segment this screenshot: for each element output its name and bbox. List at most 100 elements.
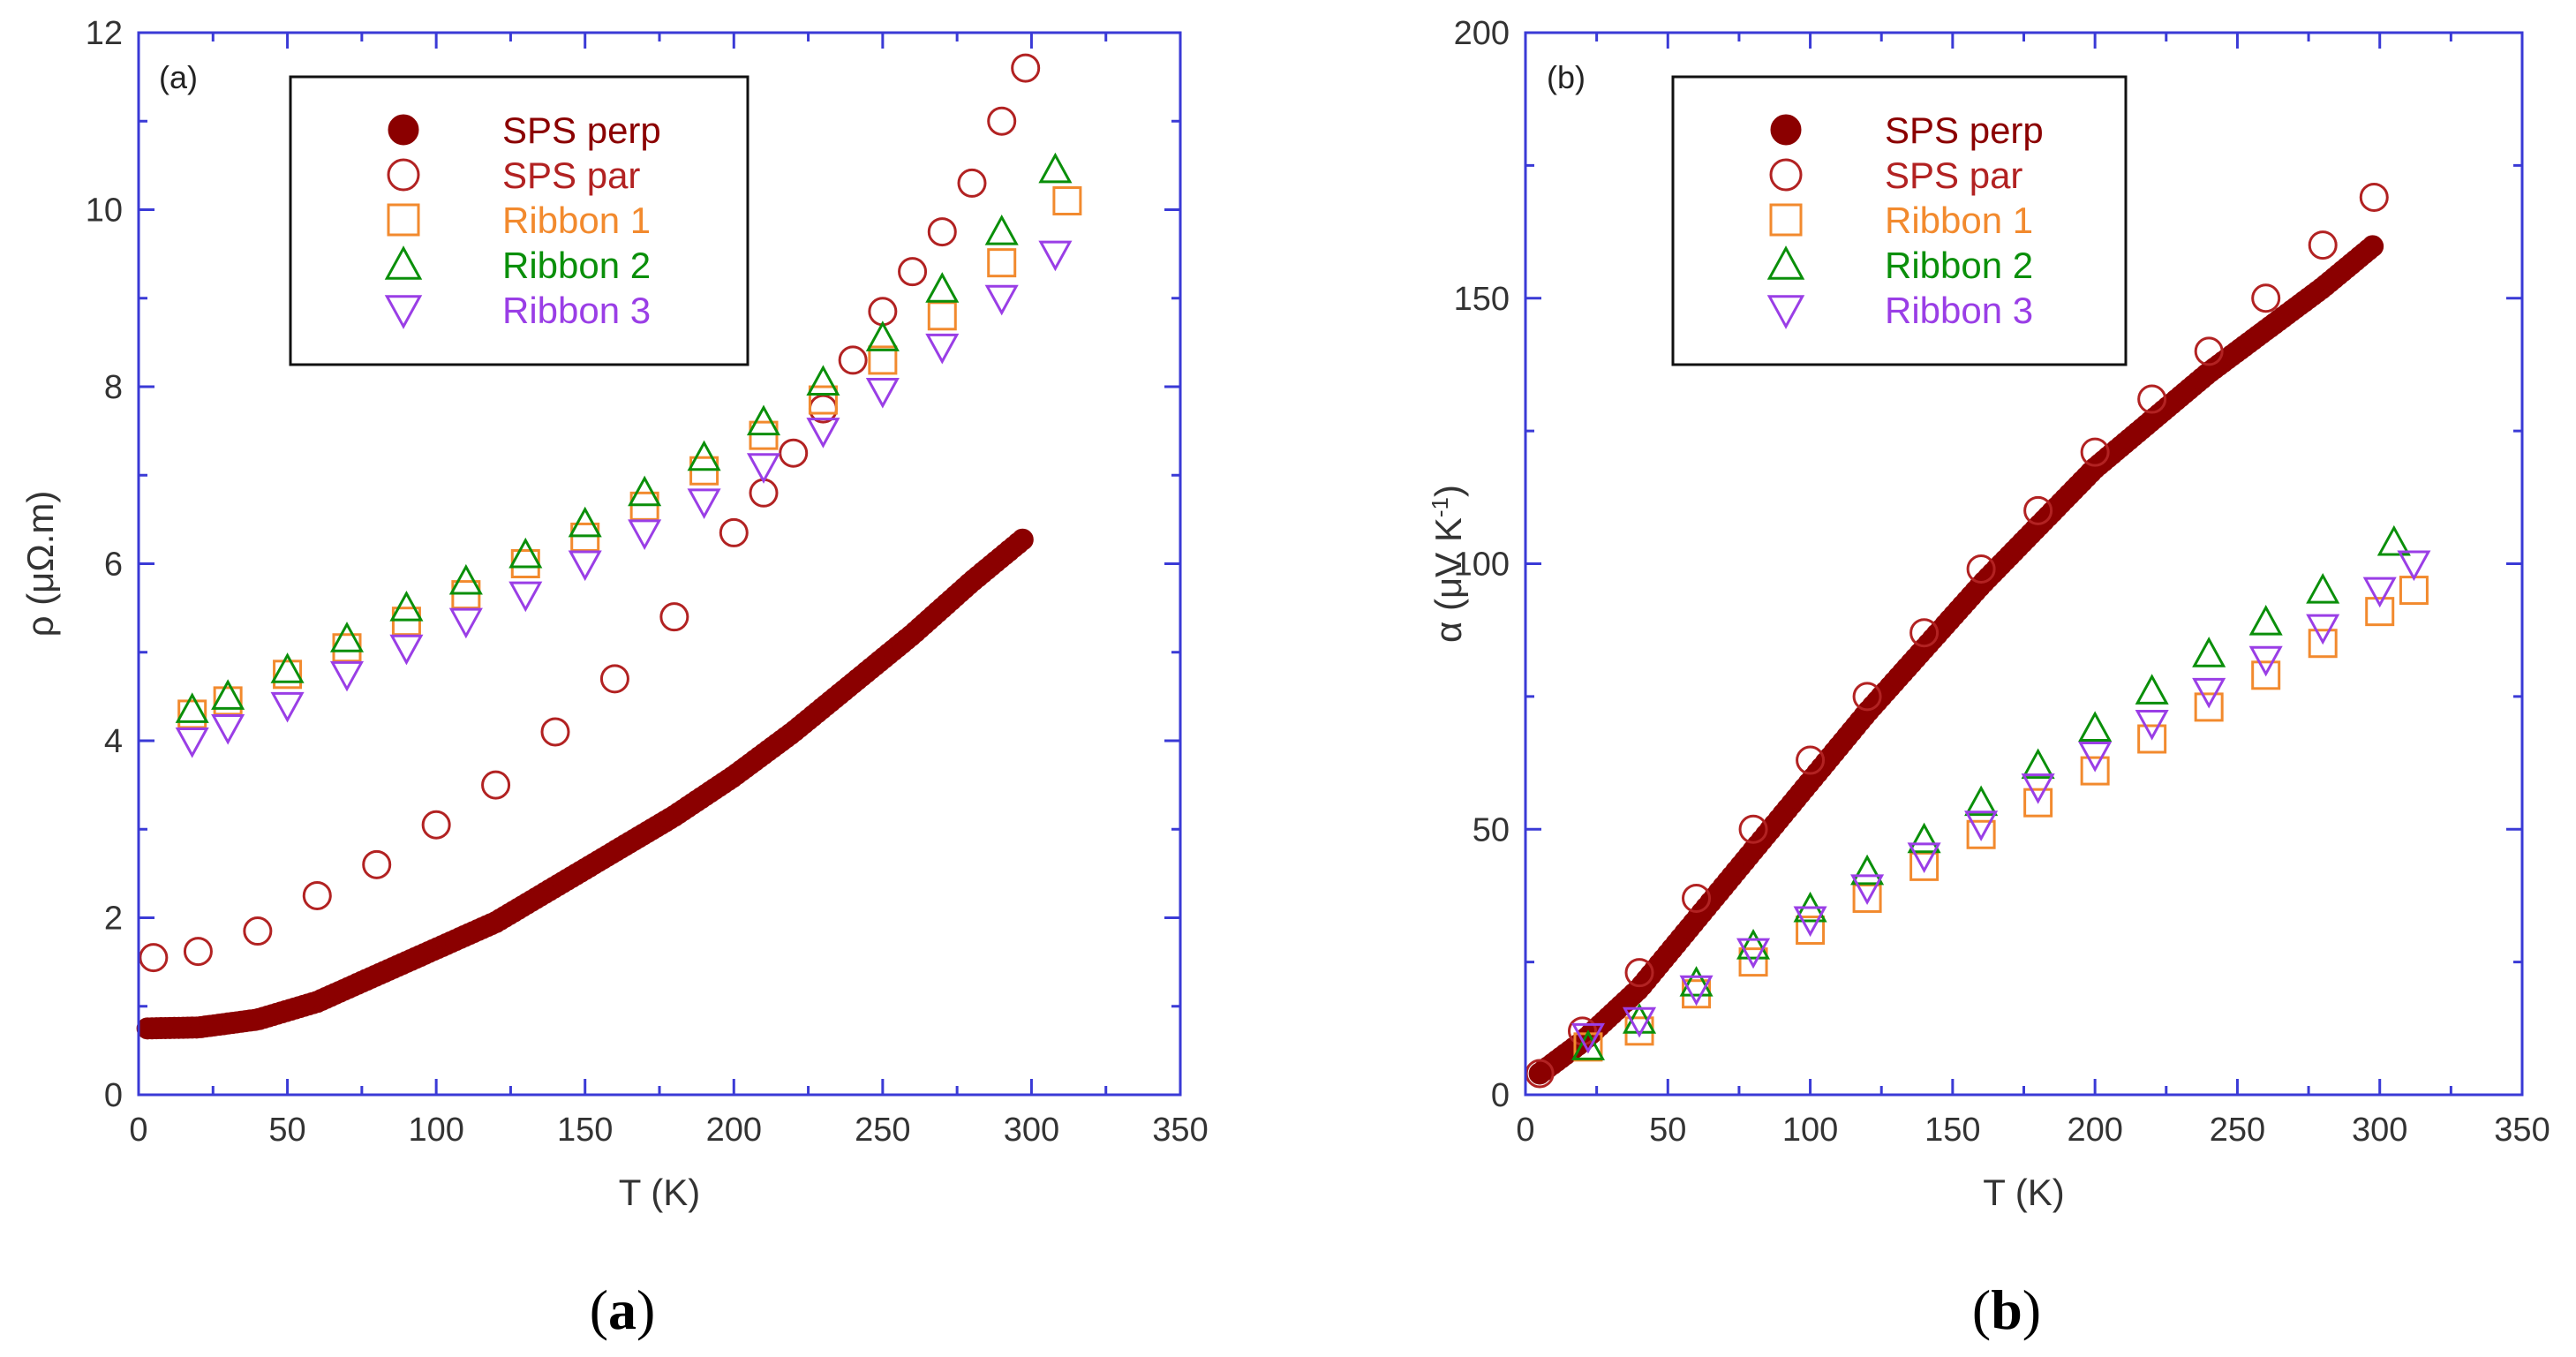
data-point — [1796, 916, 1826, 946]
panel-b-chart: 0 50 100 150 200 250 300 350 0 50 100 150 200 SPS pe… — [1427, 15, 2550, 1341]
data-point — [599, 664, 629, 694]
series-sps-perp — [136, 528, 1034, 1040]
data-point — [2137, 384, 2167, 414]
data-point — [2376, 524, 2411, 556]
data-point — [273, 660, 303, 690]
data-point — [211, 679, 245, 710]
data-point — [2248, 645, 2283, 677]
data-point — [2023, 495, 2053, 525]
data-point — [987, 106, 1017, 136]
data-point — [568, 550, 602, 582]
data-point — [2362, 577, 2397, 608]
data-point — [2194, 692, 2224, 722]
legend-label: Ribbon 3 — [502, 290, 651, 331]
data-point — [984, 284, 1019, 316]
legend-marker — [1769, 203, 1803, 237]
y-tick-label: 6 — [104, 547, 123, 584]
panel-b-tick-labels: 0 50 100 150 200 250 300 350 0 50 100 150 200 — [1454, 15, 2550, 1149]
y-tick-label: 2 — [104, 901, 123, 938]
data-point — [628, 519, 662, 551]
legend-box — [1671, 75, 2128, 366]
y-tick-label: 0 — [104, 1077, 123, 1114]
data-point — [211, 713, 245, 745]
data-point — [925, 333, 960, 365]
legend-marker — [388, 114, 419, 146]
data-point — [1038, 152, 1073, 184]
series-ribbon-2 — [175, 152, 1073, 723]
legend-marker — [1769, 158, 1803, 192]
data-point — [746, 453, 781, 484]
data-point — [2135, 709, 2169, 741]
legend-label: Ribbon 1 — [502, 200, 651, 241]
data-point — [1964, 810, 1999, 841]
data-point — [2080, 437, 2110, 467]
data-point — [329, 622, 365, 652]
data-point — [1852, 883, 1882, 913]
y-tick-label: 50 — [1473, 811, 1510, 848]
data-point — [2192, 677, 2226, 709]
data-point — [1736, 938, 1771, 969]
x-tick-label: 350 — [1152, 1112, 1208, 1149]
data-point — [628, 475, 662, 507]
data-point — [1966, 554, 1996, 584]
data-point — [1850, 854, 1885, 886]
x-tick-label: 150 — [557, 1112, 613, 1149]
data-point — [987, 248, 1017, 278]
data-point — [1011, 528, 1034, 551]
panel-a-caption: (a) — [590, 1278, 656, 1341]
data-point — [2306, 614, 2340, 645]
legend-label: Ribbon 2 — [1885, 245, 2033, 286]
data-point — [329, 660, 365, 692]
legend-label: SPS par — [502, 155, 640, 196]
data-point — [270, 691, 305, 723]
data-point — [687, 488, 721, 519]
data-point — [1679, 966, 1714, 997]
panel-b-x-axis-title: T (K) — [1983, 1172, 2065, 1213]
y-tick-label: 200 — [1454, 15, 1510, 52]
data-point — [1793, 906, 1827, 938]
legend-label: Ribbon 1 — [1885, 200, 2033, 241]
data-point — [1736, 928, 1771, 960]
x-tick-label: 0 — [1516, 1112, 1534, 1149]
data-point — [2137, 724, 2167, 754]
data-point — [838, 345, 868, 375]
data-point — [1850, 874, 1885, 906]
x-tick-label: 250 — [2210, 1112, 2265, 1149]
x-tick-label: 300 — [1004, 1112, 1059, 1149]
data-point — [2080, 756, 2110, 786]
x-tick-label: 100 — [1782, 1112, 1838, 1149]
panel-a-data-points — [136, 53, 1082, 1040]
data-point — [868, 345, 898, 375]
data-point — [2251, 283, 2281, 313]
data-point — [898, 257, 928, 287]
legend-marker — [384, 295, 423, 329]
legend-marker — [387, 158, 420, 192]
panel-a-axes-frame — [137, 31, 1182, 1097]
data-point — [2078, 742, 2113, 773]
data-point — [925, 272, 960, 303]
x-tick-label: 100 — [408, 1112, 463, 1149]
y-tick-label: 8 — [104, 369, 123, 406]
data-point — [389, 634, 424, 666]
y-tick-label: 0 — [1491, 1077, 1510, 1114]
data-point — [1738, 947, 1768, 977]
y-tick-label: 150 — [1454, 281, 1510, 318]
data-point — [808, 385, 838, 415]
data-point — [391, 607, 421, 637]
data-point — [2021, 748, 2055, 780]
series-sps-perp — [1528, 235, 2384, 1085]
data-point — [1738, 814, 1768, 844]
data-point — [2192, 637, 2226, 667]
data-point — [1682, 883, 1712, 913]
y-tick-label: 4 — [104, 723, 123, 760]
data-point — [362, 849, 392, 879]
data-point — [1679, 975, 1714, 1006]
data-point — [806, 418, 840, 449]
data-point — [570, 522, 600, 552]
series-sps-par — [1525, 182, 2389, 1089]
panel-a-chart: 0 50 100 150 200 250 300 350 0 2 4 6 8 10 12 SPS perpS… — [19, 15, 1209, 1341]
data-point — [865, 378, 900, 409]
legend-label: Ribbon 2 — [502, 245, 651, 286]
